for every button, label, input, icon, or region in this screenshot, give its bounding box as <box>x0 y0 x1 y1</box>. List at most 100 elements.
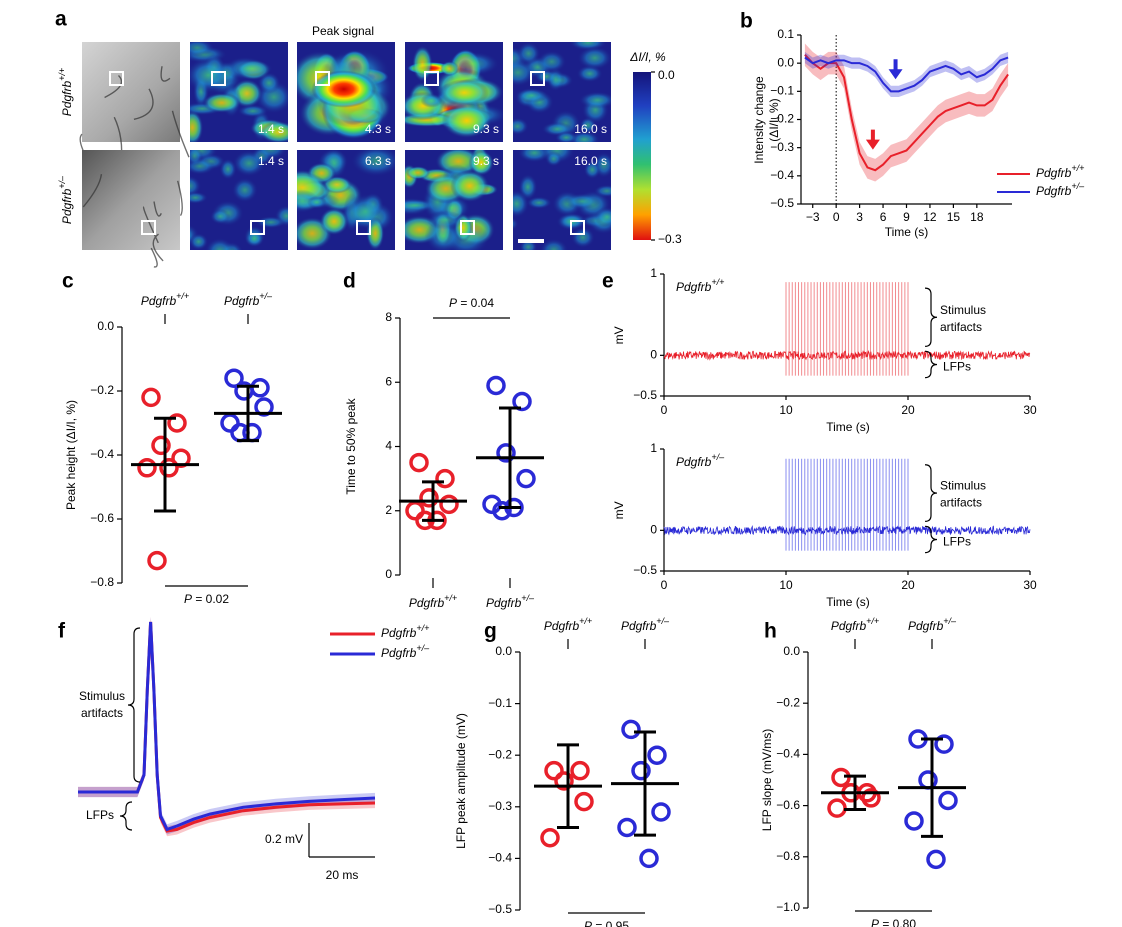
y-tick-label: −0.4 <box>488 851 512 865</box>
roi <box>460 220 475 235</box>
blob <box>319 207 349 236</box>
annotation: LFPs <box>943 535 971 549</box>
blob <box>593 184 611 198</box>
blob <box>554 131 578 142</box>
blob <box>563 193 601 210</box>
vessel <box>152 233 164 262</box>
point <box>496 443 516 463</box>
blob <box>307 196 327 209</box>
vessel <box>150 247 158 268</box>
blob <box>311 70 377 108</box>
x-tick-label: 3 <box>856 210 863 224</box>
blob <box>254 150 287 160</box>
y-tick-label: −0.2 <box>90 383 114 397</box>
panel-label: c <box>62 270 74 293</box>
y-tick-label: 1 <box>650 266 657 280</box>
heatmap-blobs <box>405 150 499 250</box>
y-tick-label: 0.0 <box>777 55 794 69</box>
point <box>250 378 270 398</box>
point <box>918 770 938 790</box>
y-axis-label: mV <box>612 326 626 344</box>
blob <box>450 169 490 203</box>
y-axis-label: LFP peak amplitude (mV) <box>454 713 468 849</box>
blob <box>237 104 269 118</box>
point <box>570 760 590 781</box>
x-tick-label: 9 <box>903 210 910 224</box>
y-tick-label: 0 <box>650 523 657 537</box>
colorbar-tick-label: −0.3 <box>658 232 682 246</box>
brain-image <box>82 150 180 250</box>
point <box>621 719 641 740</box>
x-tick-label: 12 <box>923 210 937 224</box>
frame-label: 16.0 s <box>574 122 607 136</box>
point <box>639 848 659 869</box>
p-value: P = 0.02 <box>184 592 229 606</box>
panel-label: f <box>58 620 66 643</box>
vessel <box>113 116 123 153</box>
vessel <box>177 180 183 217</box>
y-tick-label: 6 <box>385 374 392 388</box>
y-tick-label: −0.4 <box>90 447 114 461</box>
blob <box>405 166 431 180</box>
y-tick-label: 0.0 <box>783 644 800 658</box>
blob <box>190 109 204 142</box>
point <box>631 760 651 781</box>
roi <box>109 71 124 86</box>
x-tick-label: 10 <box>779 403 793 417</box>
x-tick-label: −3 <box>806 210 820 224</box>
blob <box>513 189 529 218</box>
y-tick-label: −0.3 <box>770 140 794 154</box>
point <box>439 494 459 515</box>
point <box>827 798 847 818</box>
y-tick-label: 4 <box>385 439 392 453</box>
p-value: P = 0.04 <box>449 296 494 310</box>
legend-label: Pdgfrb+/– <box>1036 181 1085 198</box>
panel-label: a <box>55 8 67 31</box>
colorbar-label: ΔI/I, % <box>629 50 666 64</box>
point <box>540 828 560 848</box>
vessel <box>133 88 154 120</box>
y-axis-label: Time to 50% peak <box>344 397 358 494</box>
frame-label: 9.3 s <box>473 122 499 136</box>
y-tick-label: 0 <box>385 567 392 581</box>
panel-label: g <box>484 620 497 643</box>
blob <box>219 158 237 180</box>
y-tick-label: 0.0 <box>495 644 512 658</box>
blob <box>351 150 395 177</box>
arrow <box>865 129 880 150</box>
point <box>419 488 439 508</box>
annotation: LFPs <box>943 360 971 374</box>
y-axis-label: Intensity change <box>752 76 766 164</box>
blob <box>545 151 563 167</box>
legend-label: Pdgfrb+/+ <box>381 623 429 640</box>
blob <box>515 87 549 104</box>
p-value: P = 0.95 <box>584 919 629 927</box>
heatmap-blobs <box>190 150 288 250</box>
point <box>151 435 171 456</box>
point <box>516 468 536 489</box>
vessel <box>160 66 171 82</box>
line <box>804 54 1009 172</box>
frame-label: 1.4 s <box>258 154 284 168</box>
blob <box>190 233 209 250</box>
bracket <box>924 525 938 554</box>
panel-label: d <box>343 270 356 293</box>
x-tick-label: 0 <box>661 578 668 592</box>
line <box>804 56 1009 93</box>
frame-label: 4.3 s <box>365 122 391 136</box>
annotation: Stimulus <box>940 479 986 493</box>
blob <box>539 238 569 250</box>
frame-label: 6.3 s <box>365 154 391 168</box>
blob <box>190 42 215 57</box>
error-band <box>804 43 1009 182</box>
annotation: Stimulus <box>940 303 986 317</box>
y-tick-label: −0.5 <box>488 902 512 916</box>
y-tick-label: −0.6 <box>776 798 800 812</box>
bracket <box>924 350 938 379</box>
brain-image <box>82 42 180 142</box>
blob <box>257 72 281 94</box>
row-label: Pdgfrb+/+ <box>57 68 74 116</box>
point <box>435 468 455 489</box>
y-tick-label: −1.0 <box>776 900 800 914</box>
x-tick-label: 20 <box>901 578 915 592</box>
